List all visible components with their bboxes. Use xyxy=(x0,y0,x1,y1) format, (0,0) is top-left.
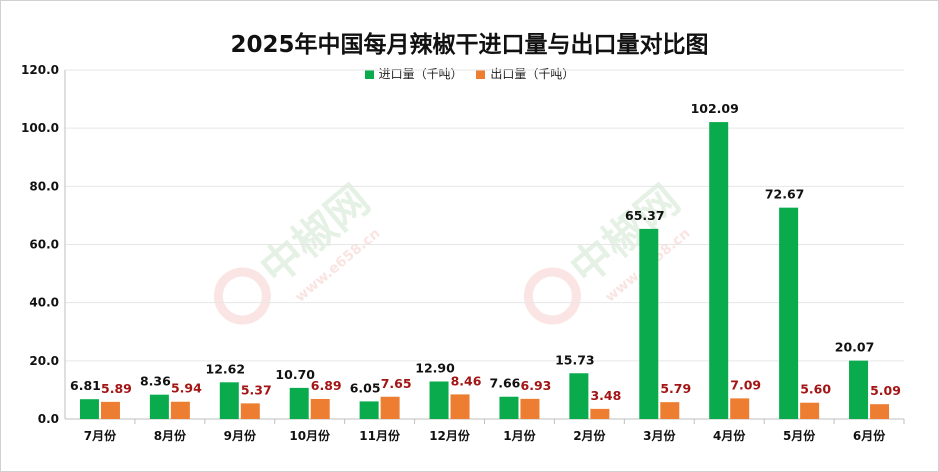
bar-import xyxy=(639,228,659,419)
bar-export xyxy=(380,396,400,419)
bar-export xyxy=(310,398,330,419)
bar-import xyxy=(79,399,99,419)
data-label-export: 5.09 xyxy=(870,383,901,398)
bar-import xyxy=(289,387,309,419)
data-label-import: 7.66 xyxy=(490,376,521,391)
data-label-export: 5.94 xyxy=(171,381,202,396)
data-label-import: 12.62 xyxy=(206,361,246,376)
data-label-export: 3.48 xyxy=(590,388,621,403)
bar-import xyxy=(849,360,869,419)
x-tick-label: 5月份 xyxy=(783,428,816,443)
x-tick-label: 11月份 xyxy=(359,428,401,443)
watermark-logo xyxy=(213,267,271,325)
x-tick-label: 4月份 xyxy=(713,428,746,443)
bar-import xyxy=(359,401,379,419)
bar-import xyxy=(149,394,169,419)
bar-export xyxy=(800,402,820,419)
bar-export xyxy=(660,402,680,419)
bar-import xyxy=(779,207,799,419)
data-label-import: 72.67 xyxy=(765,187,805,202)
watermark-logo xyxy=(523,267,581,325)
data-label-export: 5.37 xyxy=(241,382,272,397)
data-label-import: 8.36 xyxy=(140,374,171,389)
x-tick-label: 9月份 xyxy=(224,428,257,443)
bar-export xyxy=(870,404,890,419)
y-tick-label: 0.0 xyxy=(38,412,59,426)
data-label-import: 12.90 xyxy=(415,360,455,375)
bar-export xyxy=(520,398,540,419)
data-label-import: 65.37 xyxy=(625,208,665,223)
y-tick-label: 60.0 xyxy=(29,238,59,252)
bar-export xyxy=(240,403,260,419)
y-tick-label: 100.0 xyxy=(21,121,59,135)
data-label-export: 7.09 xyxy=(730,377,761,392)
data-label-export: 5.79 xyxy=(660,381,691,396)
data-label-import: 20.07 xyxy=(835,340,875,355)
data-label-import: 10.70 xyxy=(275,367,315,382)
x-tick-label: 2月份 xyxy=(573,428,606,443)
data-label-import: 6.05 xyxy=(350,380,381,395)
data-label-export: 5.60 xyxy=(800,382,831,397)
x-tick-label: 7月份 xyxy=(84,428,117,443)
data-label-import: 102.09 xyxy=(691,101,739,116)
bar-import xyxy=(499,396,519,419)
data-label-export: 8.46 xyxy=(451,373,482,388)
x-tick-label: 12月份 xyxy=(429,428,471,443)
bar-export xyxy=(730,398,750,419)
x-tick-label: 1月份 xyxy=(503,428,536,443)
data-label-export: 7.65 xyxy=(381,376,412,391)
bar-export xyxy=(450,394,470,419)
y-tick-label: 20.0 xyxy=(29,354,59,368)
bar-import xyxy=(429,381,449,419)
x-tick-label: 10月份 xyxy=(289,428,331,443)
bar-export xyxy=(590,408,610,419)
data-label-import: 15.73 xyxy=(555,352,595,367)
data-label-export: 6.93 xyxy=(521,378,552,393)
bar-import xyxy=(569,373,589,419)
legend-swatch-export xyxy=(476,70,486,79)
y-tick-label: 80.0 xyxy=(29,179,59,193)
chart-title: 2025年中国每月辣椒干进口量与出口量对比图 xyxy=(230,32,709,58)
data-label-export: 6.89 xyxy=(311,378,342,393)
x-tick-label: 3月份 xyxy=(643,428,676,443)
x-tick-label: 8月份 xyxy=(154,428,187,443)
bar-import xyxy=(219,382,239,419)
data-label-import: 6.81 xyxy=(70,378,101,393)
bar-import xyxy=(709,122,729,419)
bar-export xyxy=(100,401,120,419)
y-tick-label: 120.0 xyxy=(21,63,59,77)
legend-swatch-import xyxy=(364,70,374,79)
bar-export xyxy=(170,401,190,419)
data-label-export: 5.89 xyxy=(101,381,132,396)
y-tick-label: 40.0 xyxy=(29,296,59,310)
x-tick-label: 6月份 xyxy=(853,428,886,443)
